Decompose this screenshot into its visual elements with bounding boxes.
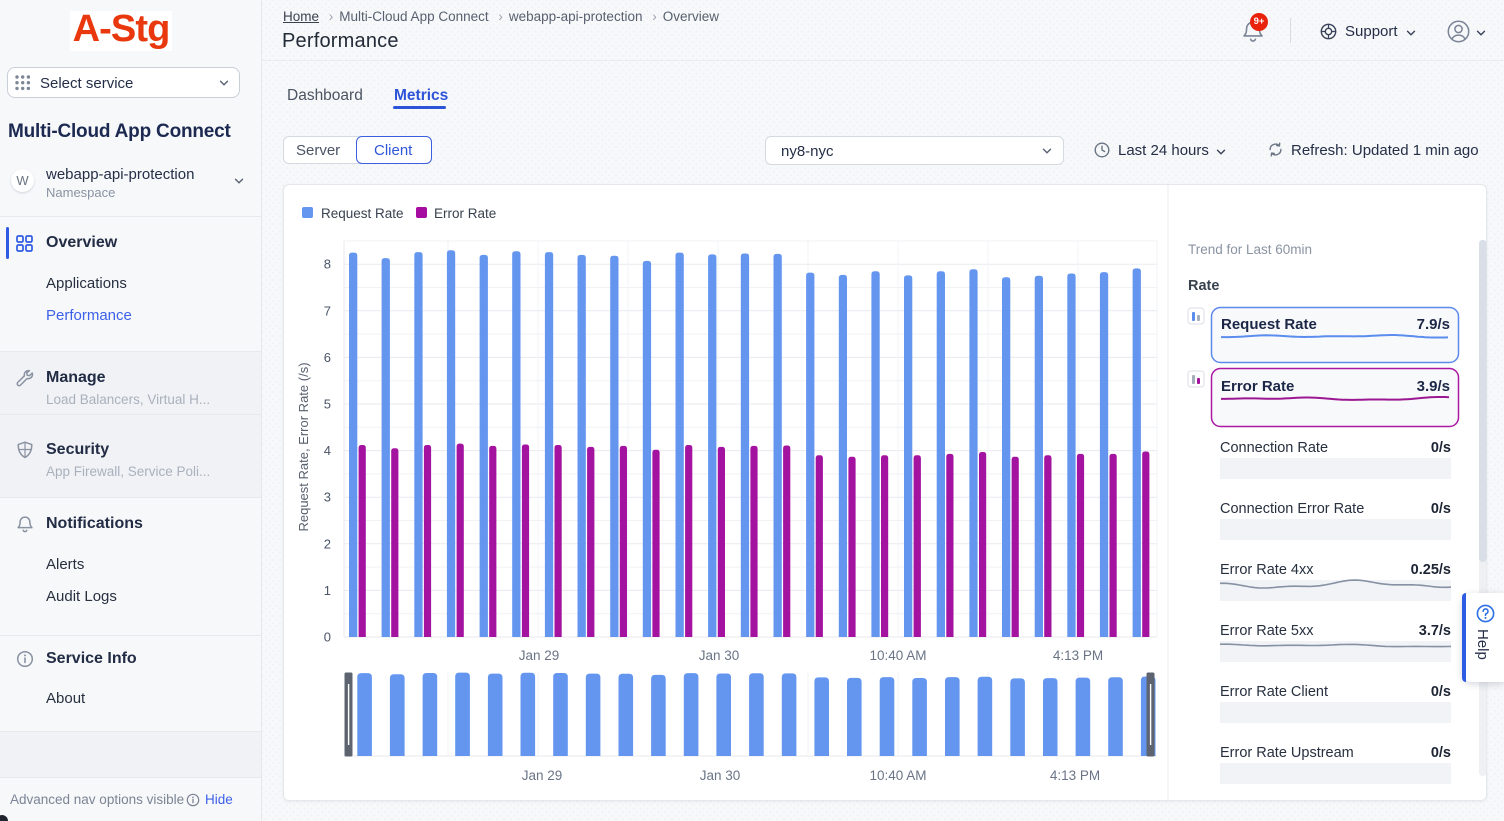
svg-text:Error Rate 4xx: Error Rate 4xx <box>1220 562 1314 578</box>
svg-text:Connection Error Rate: Connection Error Rate <box>1220 501 1364 517</box>
svg-text:0.25/s: 0.25/s <box>1411 562 1451 578</box>
svg-text:3.7/s: 3.7/s <box>1419 623 1451 639</box>
svg-text:10:40 AM: 10:40 AM <box>869 648 926 663</box>
svg-text:10:40 AM: 10:40 AM <box>869 768 926 783</box>
svg-text:Error Rate: Error Rate <box>434 206 496 221</box>
svg-text:Request Rate: Request Rate <box>321 206 404 221</box>
svg-text:Request Rate, Error Rate (/s): Request Rate, Error Rate (/s) <box>296 362 311 531</box>
svg-text:Error Rate Upstream: Error Rate Upstream <box>1220 745 1354 761</box>
svg-text:0/s: 0/s <box>1431 440 1451 456</box>
svg-text:6: 6 <box>324 350 331 365</box>
svg-text:0/s: 0/s <box>1431 501 1451 517</box>
svg-text:5: 5 <box>324 397 331 412</box>
svg-text:Error Rate Client: Error Rate Client <box>1220 684 1328 700</box>
svg-text:1: 1 <box>324 583 331 598</box>
svg-text:Jan 30: Jan 30 <box>700 768 741 783</box>
svg-text:4:13 PM: 4:13 PM <box>1050 768 1100 783</box>
svg-text:Jan 29: Jan 29 <box>519 648 560 663</box>
svg-text:Error Rate 5xx: Error Rate 5xx <box>1220 623 1314 639</box>
svg-text:Rate: Rate <box>1188 278 1219 294</box>
svg-text:Jan 29: Jan 29 <box>522 768 563 783</box>
svg-text:2: 2 <box>324 536 331 551</box>
svg-text:Error Rate: Error Rate <box>1221 378 1294 395</box>
svg-text:3: 3 <box>324 490 331 505</box>
svg-text:Connection Rate: Connection Rate <box>1220 440 1328 456</box>
svg-text:Request Rate: Request Rate <box>1221 316 1317 333</box>
svg-text:4:13 PM: 4:13 PM <box>1053 648 1103 663</box>
svg-text:0/s: 0/s <box>1431 684 1451 700</box>
svg-text:Jan 30: Jan 30 <box>699 648 740 663</box>
svg-text:0: 0 <box>324 630 331 645</box>
svg-text:4: 4 <box>324 443 331 458</box>
svg-text:3.9/s: 3.9/s <box>1417 378 1450 395</box>
svg-text:7: 7 <box>324 303 331 318</box>
svg-text:7.9/s: 7.9/s <box>1417 316 1450 333</box>
svg-text:0/s: 0/s <box>1431 745 1451 761</box>
svg-text:Trend for Last 60min: Trend for Last 60min <box>1188 242 1312 257</box>
svg-text:8: 8 <box>324 257 331 272</box>
